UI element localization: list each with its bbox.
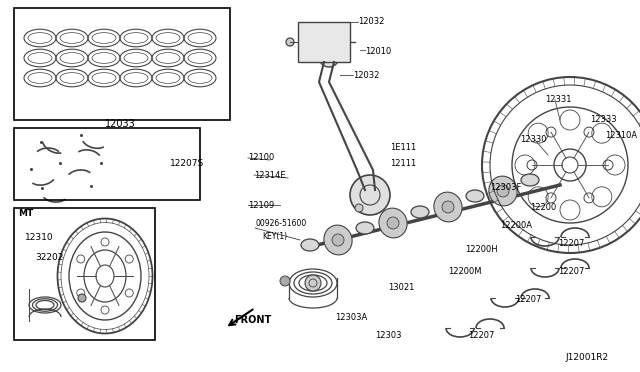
Text: 12333: 12333 [590, 115, 616, 125]
Text: 00926-51600: 00926-51600 [255, 218, 307, 228]
Text: 12032: 12032 [358, 17, 385, 26]
Ellipse shape [489, 176, 517, 206]
Text: 12200A: 12200A [500, 221, 532, 230]
Text: 12111: 12111 [390, 158, 416, 167]
Ellipse shape [379, 208, 407, 238]
Text: 12303A: 12303A [335, 314, 367, 323]
Ellipse shape [301, 239, 319, 251]
Text: 12032: 12032 [353, 71, 380, 80]
Text: 32202: 32202 [35, 253, 63, 263]
Text: 12200H: 12200H [465, 246, 498, 254]
Text: 12303F: 12303F [490, 183, 522, 192]
Bar [14, 208, 155, 340]
Text: 12310A: 12310A [605, 131, 637, 140]
Text: 12200M: 12200M [448, 267, 481, 276]
Ellipse shape [434, 192, 462, 222]
Text: 12207: 12207 [558, 238, 584, 247]
Text: 12207: 12207 [468, 330, 494, 340]
Text: KEY(1): KEY(1) [262, 232, 287, 241]
Text: 12207: 12207 [558, 267, 584, 276]
Text: 12330: 12330 [520, 135, 547, 144]
Ellipse shape [521, 174, 539, 186]
Text: 12100: 12100 [248, 154, 275, 163]
Bar [14, 8, 230, 120]
Circle shape [387, 217, 399, 229]
Circle shape [355, 204, 363, 212]
Ellipse shape [411, 206, 429, 218]
Text: 13021: 13021 [388, 283, 414, 292]
Text: MT: MT [18, 208, 33, 218]
Text: 12310: 12310 [25, 232, 54, 241]
Text: 1E111: 1E111 [390, 144, 416, 153]
Circle shape [442, 201, 454, 213]
Text: 12200: 12200 [530, 203, 556, 212]
Circle shape [497, 185, 509, 197]
Circle shape [319, 47, 339, 67]
Text: 12207S: 12207S [170, 158, 204, 167]
Ellipse shape [466, 190, 484, 202]
Ellipse shape [324, 225, 352, 255]
Bar [298, 22, 350, 62]
Circle shape [78, 294, 86, 302]
Circle shape [305, 275, 321, 291]
Text: 12303: 12303 [375, 330, 401, 340]
Text: 12207: 12207 [515, 295, 541, 305]
Circle shape [286, 38, 294, 46]
Circle shape [350, 175, 390, 215]
Text: 12331: 12331 [545, 96, 572, 105]
Circle shape [280, 276, 290, 286]
Text: 12033: 12033 [104, 119, 136, 129]
Text: 12109: 12109 [248, 201, 275, 209]
Circle shape [332, 234, 344, 246]
Text: 12314E: 12314E [254, 170, 285, 180]
Text: 12010: 12010 [365, 48, 391, 57]
Text: FRONT: FRONT [234, 315, 271, 325]
Ellipse shape [356, 222, 374, 234]
Bar [14, 128, 200, 200]
Text: J12001R2: J12001R2 [565, 353, 608, 362]
